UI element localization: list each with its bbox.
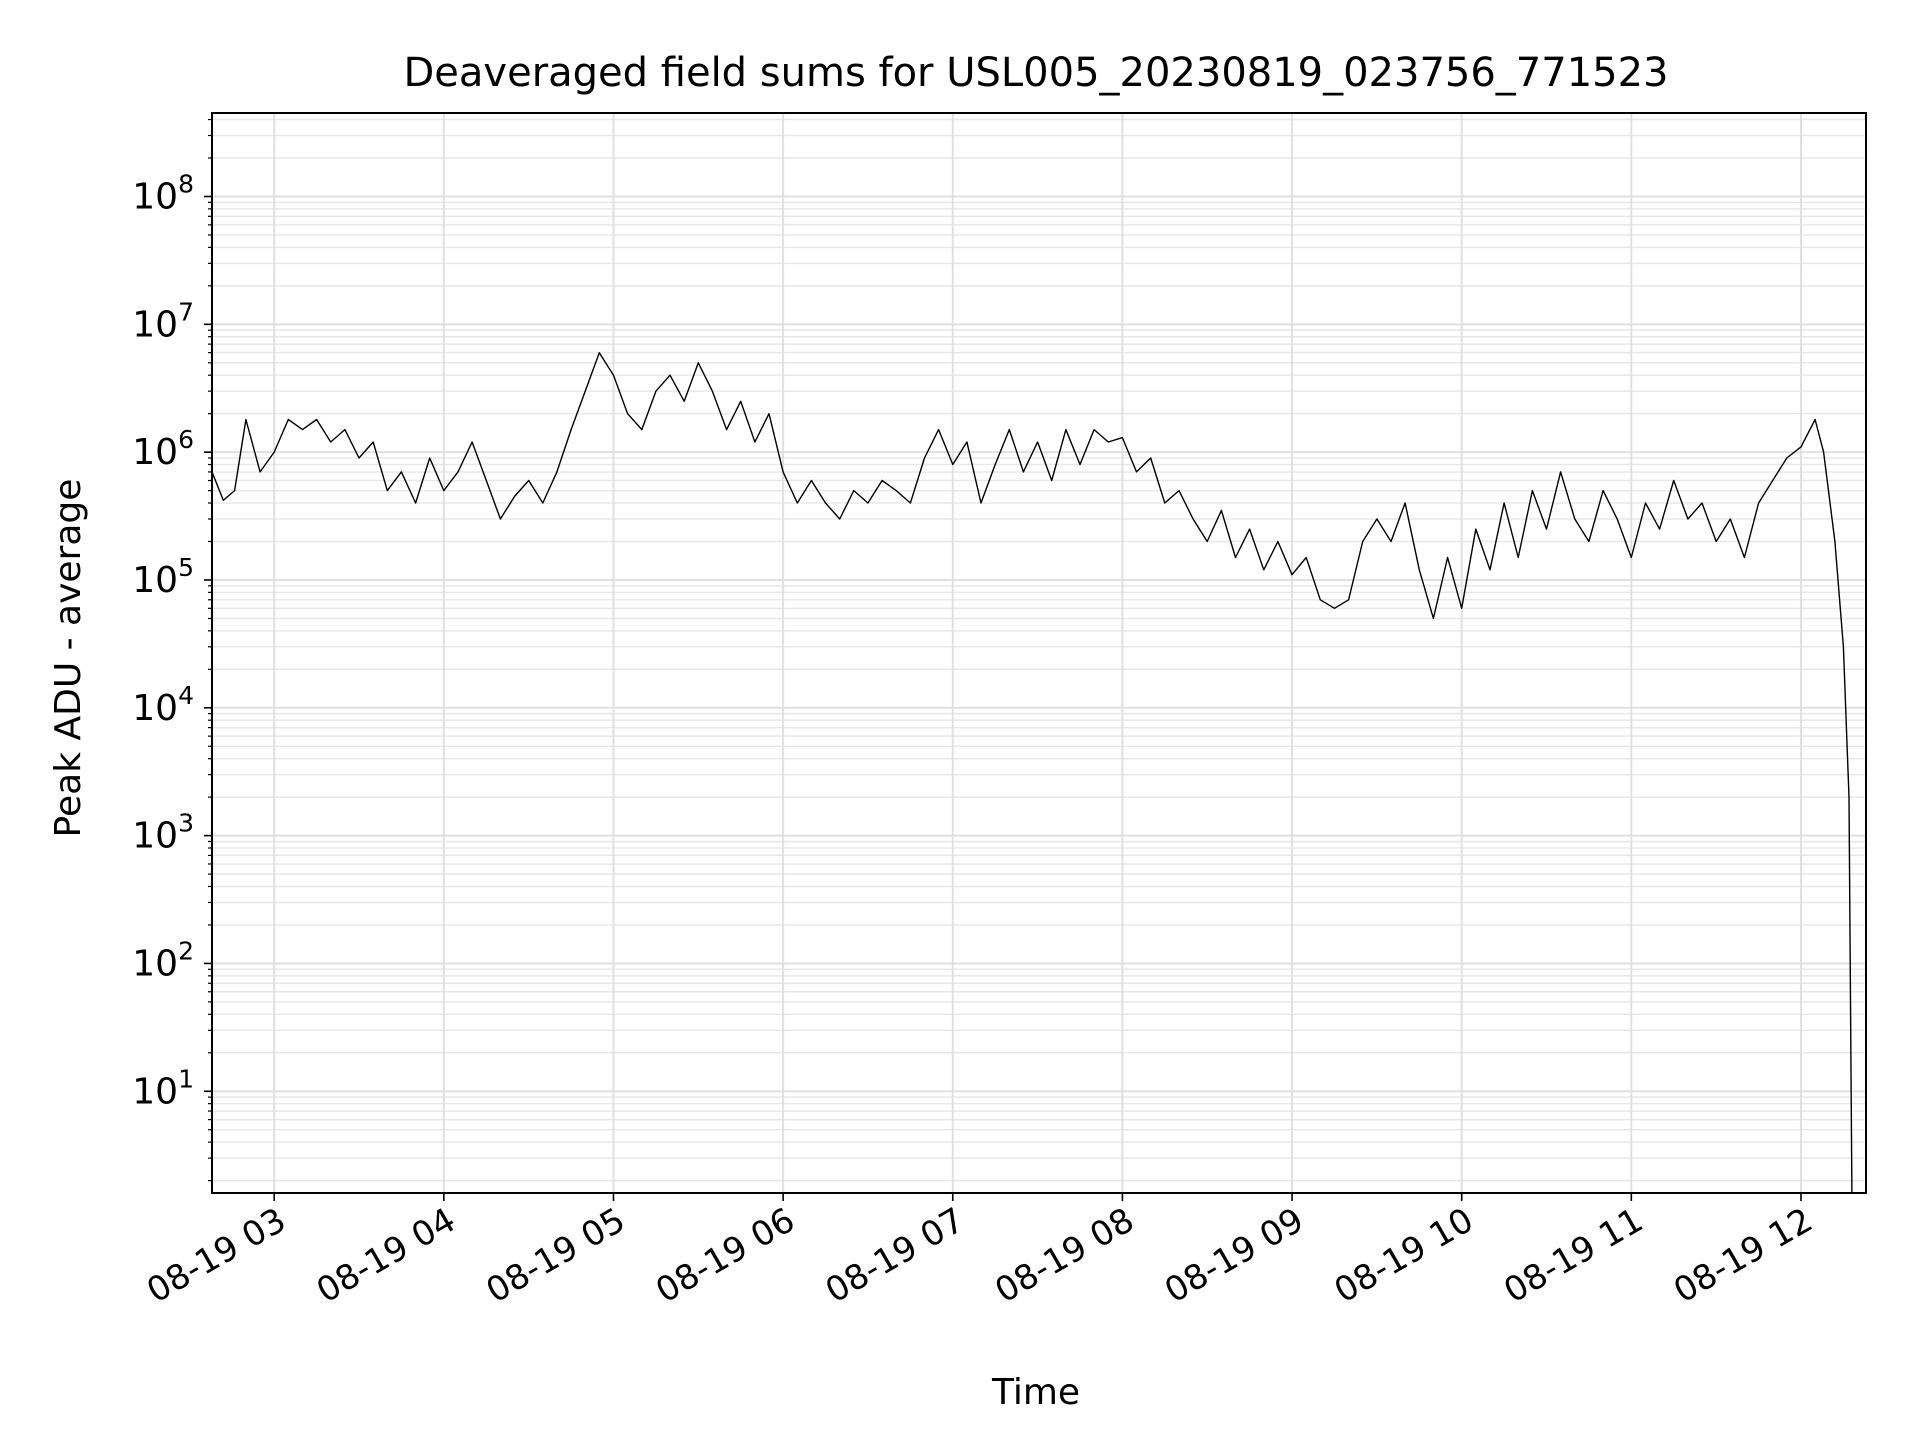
plot-frame	[211, 112, 1867, 1194]
x-axis-label: Time	[991, 1372, 1080, 1413]
series-layer	[211, 352, 1853, 1194]
y-tick-label: 105	[132, 553, 194, 601]
y-tick-label: 102	[132, 936, 194, 984]
grid-lines	[212, 113, 1866, 1193]
chart-title: Deaveraged field sums for USL005_2023081…	[404, 50, 1669, 96]
y-tick-label: 108	[132, 169, 194, 217]
y-tick-label: 101	[132, 1064, 194, 1112]
y-axis-label: Peak ADU - average	[48, 479, 89, 838]
series-line	[211, 352, 1853, 1194]
y-tick-label: 106	[132, 425, 194, 473]
y-tick-label: 107	[132, 297, 194, 345]
axes	[204, 112, 1867, 1201]
y-tick-label: 104	[132, 681, 194, 729]
y-tick-label: 103	[132, 809, 194, 857]
